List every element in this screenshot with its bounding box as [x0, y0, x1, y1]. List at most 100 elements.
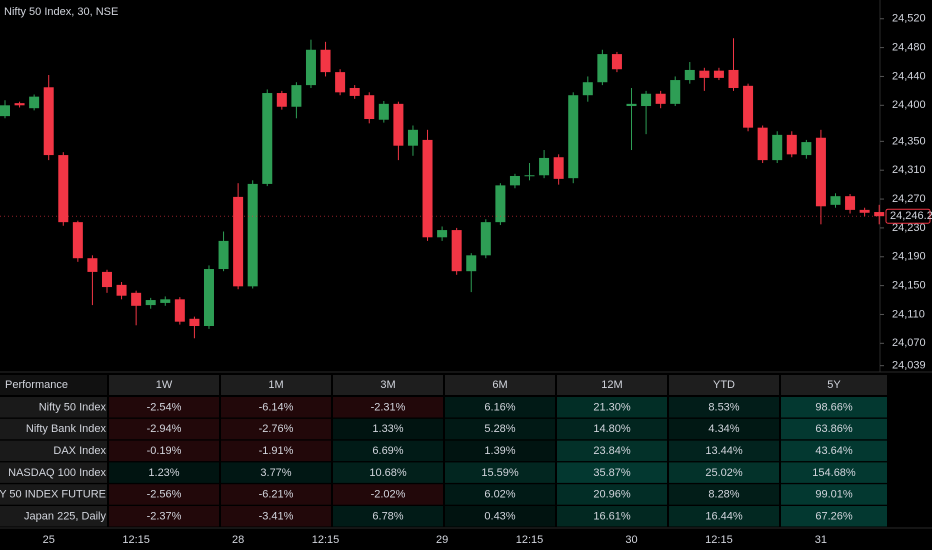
- perf-cell: [669, 440, 779, 462]
- x-tick-label: 30: [625, 534, 637, 546]
- perf-cell: [781, 397, 887, 418]
- row-name-cell: [0, 506, 107, 527]
- candle-body: [582, 82, 593, 96]
- candle-body: [29, 96, 40, 109]
- perf-cell: [557, 506, 667, 527]
- last-price-label: 24,246.25: [890, 210, 932, 222]
- candle-body: [874, 212, 885, 217]
- candle-body: [305, 49, 316, 86]
- candle-body: [335, 72, 346, 93]
- perf-value: -2.31%: [371, 401, 406, 413]
- header-cell: [0, 375, 107, 395]
- candle-body: [378, 103, 389, 120]
- perf-cell: [221, 418, 331, 440]
- x-tick-label: 12:15: [122, 534, 150, 546]
- row-name: IFT NIFTY 50 INDEX FUTURE: [0, 489, 106, 501]
- candle-body: [568, 95, 579, 179]
- header-label: 1M: [268, 379, 283, 391]
- candle-body: [539, 157, 550, 176]
- header-cell: [781, 375, 887, 395]
- perf-value: 13.44%: [705, 445, 743, 457]
- perf-value: 6.02%: [484, 489, 515, 501]
- candle-body: [815, 137, 826, 207]
- candle-body: [524, 175, 535, 177]
- perf-value: -2.02%: [371, 489, 406, 501]
- perf-value: -6.14%: [259, 401, 294, 413]
- perf-cell: [669, 462, 779, 483]
- perf-cell: [557, 462, 667, 483]
- candle-body: [480, 222, 491, 256]
- row-name-cell: [0, 397, 107, 418]
- perf-cell: [221, 462, 331, 483]
- perf-value: -2.54%: [147, 401, 182, 413]
- perf-cell: [781, 418, 887, 440]
- header-cell: [333, 375, 443, 395]
- candle-body: [218, 240, 229, 270]
- candle-body: [43, 87, 54, 156]
- candle-body: [262, 93, 273, 184]
- perf-cell: [781, 484, 887, 505]
- perf-value: 1.23%: [148, 467, 179, 479]
- y-tick-label: 24,110: [892, 308, 925, 320]
- perf-cell: [445, 397, 555, 418]
- perf-cell: [109, 440, 219, 462]
- candle-body: [72, 222, 83, 259]
- candle-body: [393, 103, 404, 146]
- x-tick-label: 25: [43, 534, 55, 546]
- perf-value: -2.76%: [259, 423, 294, 435]
- candle-body: [131, 292, 142, 306]
- candle-body: [14, 103, 25, 106]
- candle-body: [597, 54, 608, 83]
- perf-cell: [109, 462, 219, 483]
- last-price-box: [885, 208, 931, 224]
- y-tick-label: 24,440: [892, 70, 926, 82]
- candle-body: [101, 271, 112, 288]
- candle-body: [670, 80, 681, 104]
- y-tick-label: 24,310: [892, 164, 926, 176]
- perf-cell: [669, 484, 779, 505]
- perf-cell: [669, 397, 779, 418]
- perf-value: 15.59%: [481, 467, 519, 479]
- x-tick-label: 31: [815, 534, 827, 546]
- perf-cell: [109, 506, 219, 527]
- x-tick-label: 12:15: [516, 534, 544, 546]
- header-label: Performance: [5, 379, 68, 391]
- candle-body: [641, 93, 652, 107]
- y-tick-label: 24,070: [892, 337, 926, 349]
- candle-body: [0, 105, 10, 117]
- candle-body: [174, 299, 185, 322]
- perf-value: 1.39%: [484, 445, 515, 457]
- chart-title: Nifty 50 Index, 30, NSE: [4, 6, 118, 18]
- candle-body: [655, 93, 666, 104]
- perf-value: -2.37%: [147, 510, 182, 522]
- candle-body: [349, 87, 360, 96]
- candle-body: [364, 95, 375, 120]
- candle-body: [757, 127, 768, 161]
- perf-value: 6.16%: [484, 401, 515, 413]
- candle-body: [116, 284, 127, 296]
- perf-value: 6.78%: [372, 510, 403, 522]
- candle-body: [203, 269, 214, 327]
- y-tick-label: 24,480: [892, 42, 926, 54]
- candle-body: [451, 230, 462, 272]
- y-tick-label: 24,350: [892, 135, 926, 147]
- candle-body: [233, 196, 244, 287]
- candle-body: [145, 300, 156, 306]
- header-label: 1W: [156, 379, 173, 391]
- row-name: Nifty Bank Index: [26, 423, 107, 435]
- perf-cell: [333, 462, 443, 483]
- perf-value: 4.34%: [708, 423, 739, 435]
- candle-body: [728, 69, 739, 88]
- perf-value: -3.41%: [259, 510, 294, 522]
- candle-body: [189, 318, 200, 327]
- perf-value: -1.91%: [259, 445, 294, 457]
- candle-body: [611, 54, 622, 70]
- header-label: 6M: [492, 379, 507, 391]
- candle-body: [87, 258, 98, 272]
- perf-cell: [669, 418, 779, 440]
- perf-cell: [445, 462, 555, 483]
- perf-cell: [557, 397, 667, 418]
- perf-value: 25.02%: [705, 467, 743, 479]
- y-tick-label: 24,190: [892, 251, 926, 263]
